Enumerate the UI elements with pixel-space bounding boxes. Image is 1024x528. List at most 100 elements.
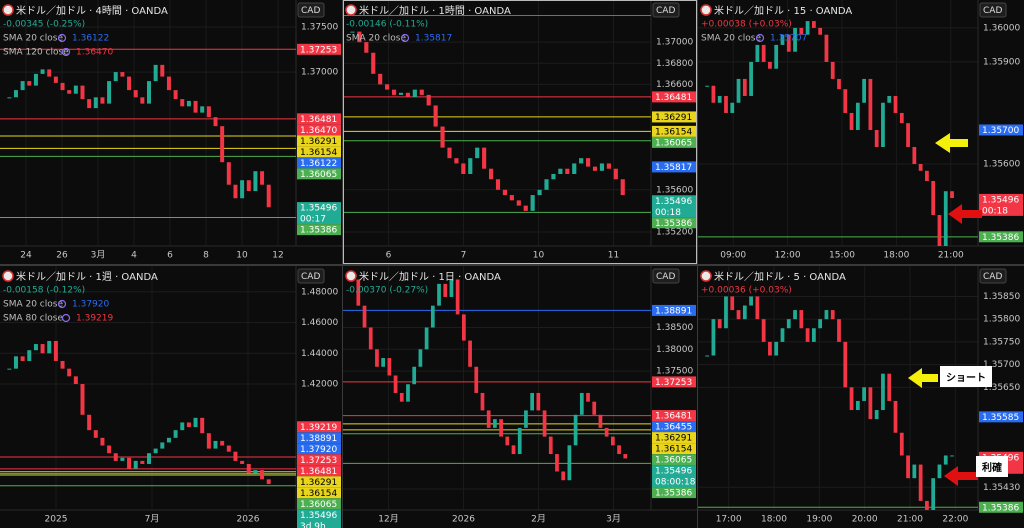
candle <box>511 445 516 455</box>
candle <box>60 82 65 91</box>
x-tick-label: 18:00 <box>883 251 909 261</box>
candle <box>573 414 578 446</box>
candle <box>509 195 514 201</box>
x-tick-label: 10 <box>533 251 545 261</box>
currency: CAD <box>656 6 675 16</box>
candle <box>226 445 231 452</box>
candle <box>849 387 854 411</box>
candle <box>356 279 361 306</box>
candle <box>385 84 390 90</box>
candle <box>440 126 445 148</box>
y-tick-label: 1.35900 <box>983 57 1020 67</box>
price-tag-label: 1.35496 <box>982 195 1019 205</box>
candle <box>755 44 760 62</box>
chart-panel[interactable]: 1.36000 1.35900 1.35600 09:00 12:00 15:00 18:0… <box>698 0 1024 264</box>
candle <box>474 366 479 393</box>
candle <box>742 305 747 320</box>
candle <box>127 457 132 469</box>
candle <box>253 171 258 192</box>
candle <box>13 90 18 98</box>
price-tag-label: 1.36481 <box>300 115 337 125</box>
price-tag <box>297 465 341 477</box>
price-tag <box>652 161 696 173</box>
candle <box>80 384 85 415</box>
candles <box>705 21 954 246</box>
candle <box>931 478 936 510</box>
candle <box>213 117 218 127</box>
candle <box>742 78 747 96</box>
price-tag-label: 1.35386 <box>982 503 1019 513</box>
price-tag <box>652 410 696 422</box>
candle <box>613 168 618 180</box>
x-tick-label: 4 <box>131 251 137 261</box>
chart-panel[interactable]: 1.385001.380001.375001.3480012月20262月3月1… <box>343 266 697 528</box>
price-tag <box>652 432 696 444</box>
price-tag-label: 1.37253 <box>300 456 337 466</box>
price-tag-label: 1.36154 <box>655 445 692 455</box>
candle <box>362 305 367 328</box>
candle <box>780 328 785 342</box>
panel-bg <box>698 266 1024 528</box>
symbol-icon <box>2 270 14 282</box>
symbol-icon <box>700 4 712 16</box>
y-tick-label: 1.35200 <box>656 227 693 237</box>
candle <box>705 85 710 87</box>
x-tick-label: 6 <box>386 251 392 261</box>
candle <box>493 419 497 428</box>
candle <box>499 419 503 437</box>
candle <box>60 360 65 369</box>
candle <box>724 95 728 113</box>
countdown: 3d 9h <box>300 522 326 528</box>
candle <box>412 366 417 385</box>
candle <box>862 387 866 401</box>
candle <box>799 27 804 35</box>
candle <box>717 95 722 103</box>
price-tag <box>297 476 341 488</box>
indicator-value: 1.37920 <box>72 300 109 310</box>
price-tag <box>652 304 696 316</box>
price-tag <box>652 91 696 103</box>
currency: CAD <box>983 272 1002 282</box>
candle <box>213 440 218 449</box>
candle <box>153 64 158 82</box>
currency-box <box>979 2 1007 18</box>
price-tag <box>979 501 1023 513</box>
candle <box>950 191 954 199</box>
candle <box>480 392 485 411</box>
candles <box>7 340 271 484</box>
candle <box>47 340 52 354</box>
price-tag <box>297 113 341 125</box>
currency-box <box>652 2 680 18</box>
countdown: 08:00:18 <box>655 478 696 488</box>
chart-panel[interactable]: 1.37000 1.36800 1.36600 1.35600 1.35200 6 7 10 1… <box>343 0 697 264</box>
chart-panel[interactable]: 1.48000 1.46000 1.44000 1.42000 2025 7月 2026 1.… <box>0 266 342 528</box>
candle <box>599 163 605 171</box>
y-tick-label: 1.37500 <box>656 367 693 377</box>
candle <box>468 340 472 367</box>
price-tag <box>297 487 341 499</box>
candle <box>592 166 598 171</box>
candle <box>260 470 265 480</box>
indicator-icon <box>61 47 71 57</box>
candle <box>874 129 879 147</box>
y-tick-label: 1.37000 <box>656 38 693 48</box>
price-tag-label: 1.35496 <box>655 467 692 477</box>
candle <box>887 95 892 103</box>
candle <box>786 319 791 329</box>
candle <box>711 85 716 103</box>
candle <box>246 180 251 192</box>
candle <box>768 61 772 69</box>
candle <box>40 69 45 74</box>
price-tag-label: 1.35386 <box>655 219 692 229</box>
price-tag-label: 1.36291 <box>300 478 337 488</box>
change: +0.00036 (+0.03%) <box>701 286 792 296</box>
candle <box>610 436 615 446</box>
chart-panel[interactable]: 1.37500 1.37000 24 26 3月 4 6 8 10 12 1.37253 1.3648… <box>0 0 342 264</box>
change: -0.00345 (-0.25%) <box>3 20 85 30</box>
price-tag-label: 1.35585 <box>982 413 1019 423</box>
x-tick-label: 19:00 <box>806 515 832 525</box>
price-tag-label: 1.35386 <box>982 233 1019 243</box>
candle <box>186 100 191 107</box>
candle <box>937 215 942 246</box>
indicator-name: SMA 120 close <box>3 48 69 58</box>
